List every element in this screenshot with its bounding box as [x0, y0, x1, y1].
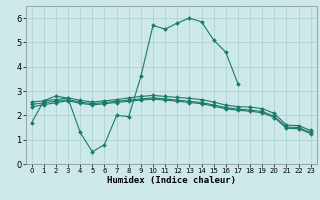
X-axis label: Humidex (Indice chaleur): Humidex (Indice chaleur)	[107, 176, 236, 185]
